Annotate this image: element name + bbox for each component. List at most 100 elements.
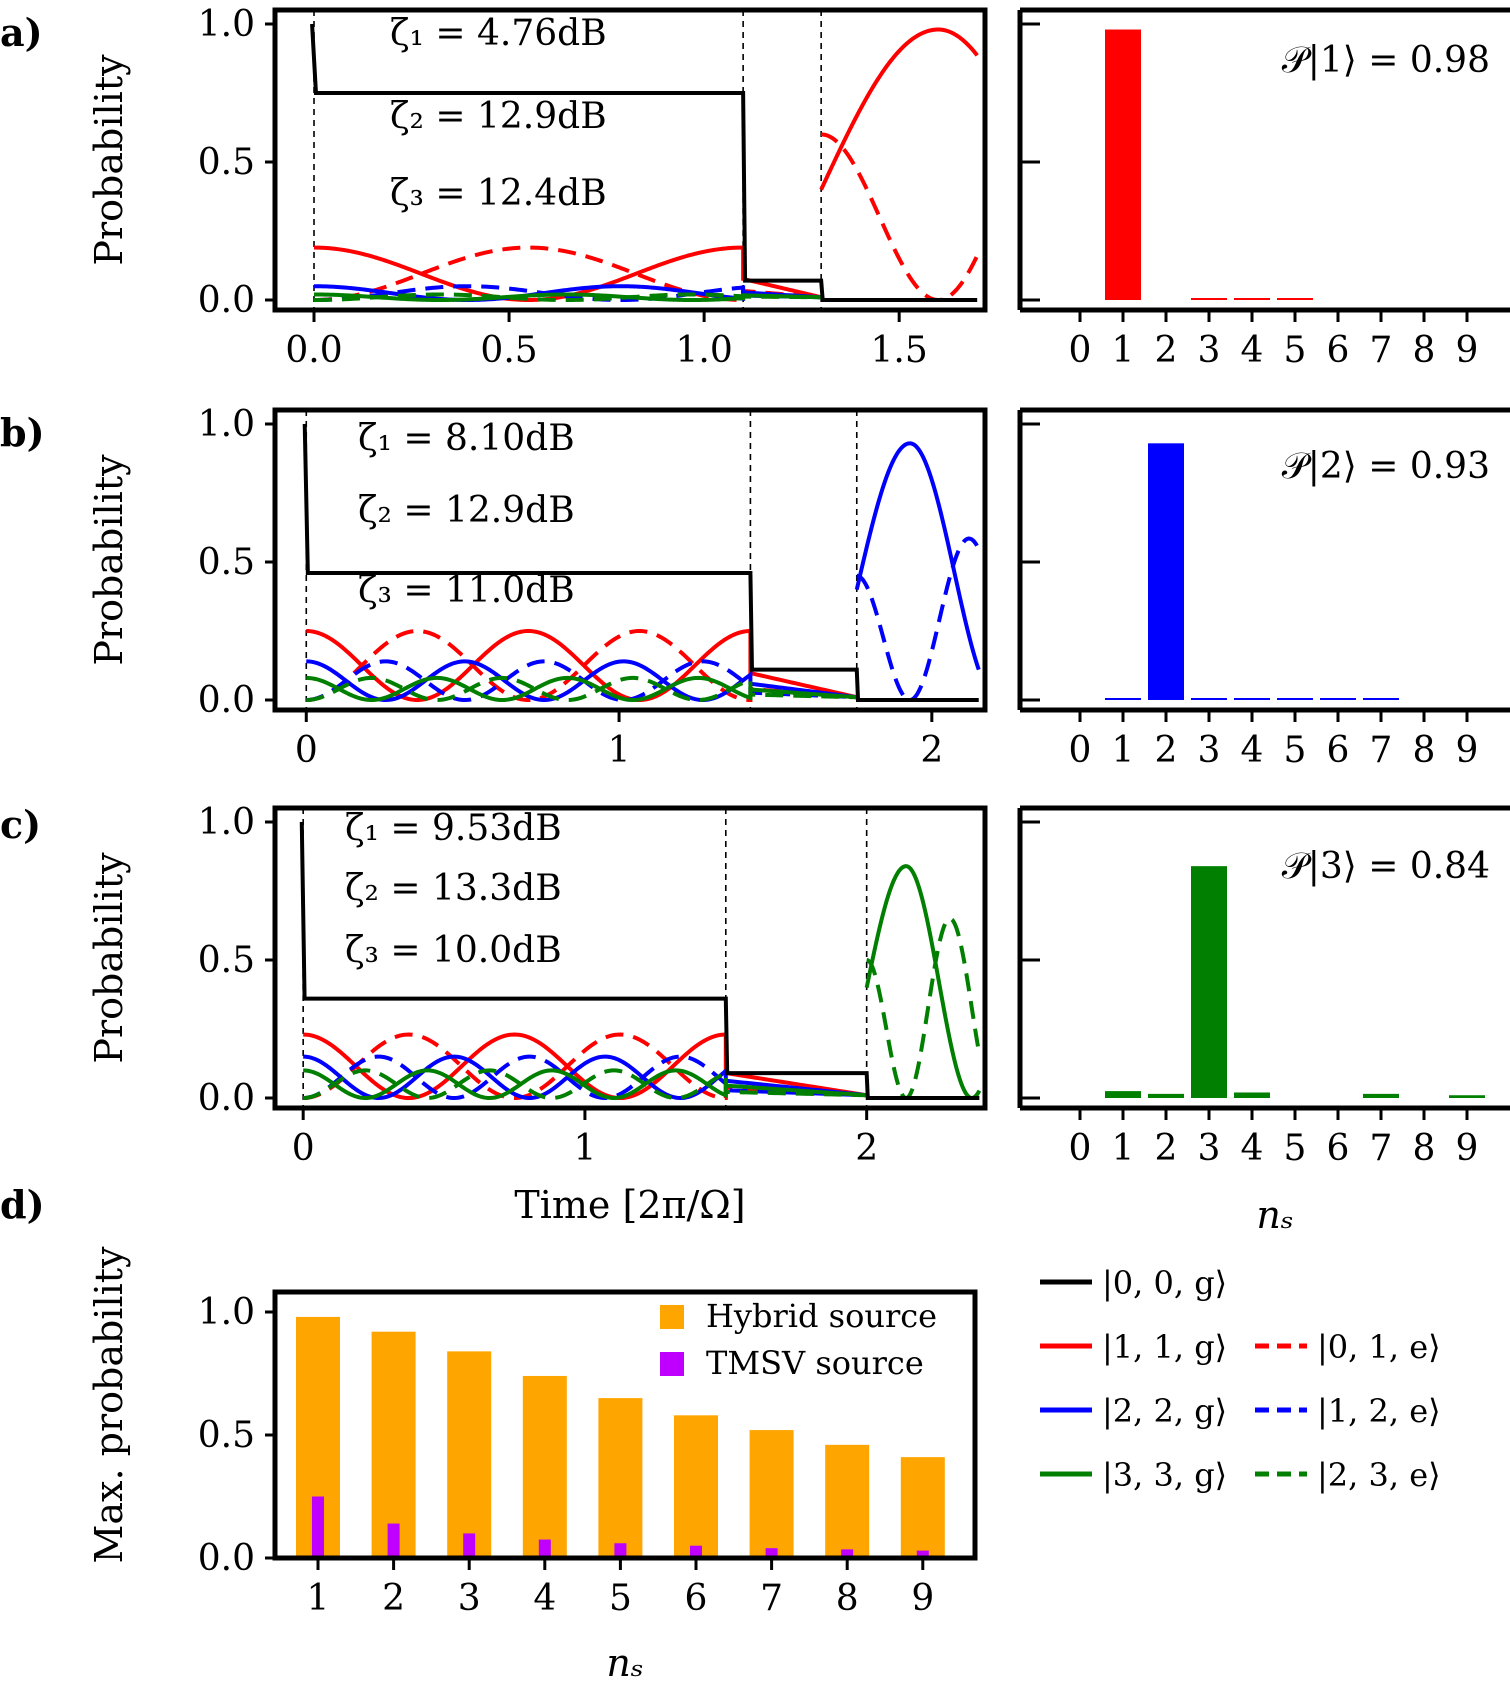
bar-3 bbox=[1191, 866, 1227, 1098]
final-peak-solid bbox=[819, 27, 979, 191]
legend-label: |2, 2, g⟩ bbox=[1102, 1392, 1227, 1430]
x-tick-label: 5 bbox=[1284, 1128, 1307, 1169]
series-|3,3,g⟩ bbox=[303, 1068, 867, 1101]
panel-label: a) bbox=[0, 10, 43, 55]
plot-area bbox=[299, 808, 982, 1108]
zeta-annotation: ζ₂ = 13.3dB bbox=[345, 868, 562, 909]
x-tick-label: 3 bbox=[1198, 730, 1221, 771]
x-tick-label: 4 bbox=[1241, 730, 1264, 771]
bar-4 bbox=[1234, 1092, 1270, 1098]
bar-tmsv-6 bbox=[690, 1545, 702, 1558]
x-tick-label: 7 bbox=[1370, 1128, 1393, 1169]
legend-label: |3, 3, g⟩ bbox=[1102, 1456, 1227, 1494]
plot-area bbox=[310, 10, 980, 310]
x-tick-label: 5 bbox=[1284, 730, 1307, 771]
zeta-annotation: ζ₃ = 12.4dB bbox=[390, 173, 607, 214]
x-tick-label: 1 bbox=[1112, 730, 1135, 771]
y-tick-label: 1.0 bbox=[198, 802, 255, 843]
plot-area bbox=[302, 410, 981, 710]
y-tick-label: 0.0 bbox=[198, 1078, 255, 1119]
y-axis-label: Probability bbox=[87, 454, 131, 666]
panel-label: c) bbox=[0, 802, 41, 847]
final-peak-dashed bbox=[821, 132, 980, 303]
plot-frame bbox=[272, 7, 988, 313]
plot-frame bbox=[272, 407, 988, 713]
panel-label: b) bbox=[0, 410, 45, 455]
bar-hybrid-5 bbox=[598, 1398, 643, 1558]
series-|1,1,g⟩ bbox=[306, 628, 858, 703]
y-axis-label: Probability bbox=[87, 852, 131, 1064]
x-tick-label: 2 bbox=[855, 1128, 878, 1169]
x-tick-label: 3 bbox=[1198, 330, 1221, 371]
x-tick-label: 4 bbox=[1241, 1128, 1264, 1169]
series-|1,2,e⟩ bbox=[306, 659, 857, 702]
x-tick-label: 3 bbox=[458, 1578, 481, 1619]
series-|0,0,g⟩ bbox=[302, 423, 979, 702]
final-peak-solid bbox=[854, 441, 981, 671]
x-tick-label: 8 bbox=[1413, 1128, 1436, 1169]
series-|2,3,e⟩ bbox=[306, 675, 857, 702]
purity-annotation: 𝒫|1⟩ = 0.98 bbox=[1282, 40, 1490, 81]
x-tick-label: 6 bbox=[685, 1578, 708, 1619]
legend-label: Hybrid source bbox=[706, 1297, 937, 1335]
x-tick-label: 0 bbox=[1069, 330, 1092, 371]
legend-label: |1, 1, g⟩ bbox=[1102, 1328, 1227, 1366]
zeta-annotation: ζ₃ = 10.0dB bbox=[345, 930, 562, 971]
final-peak-solid bbox=[864, 864, 982, 1101]
bar-2 bbox=[1148, 443, 1184, 700]
bar-3 bbox=[1191, 298, 1227, 300]
x-tick-label: 1 bbox=[573, 1128, 596, 1169]
x-tick-label: 0 bbox=[292, 1128, 315, 1169]
legend-label: TMSV source bbox=[706, 1344, 924, 1382]
x-tick-label: 0 bbox=[1069, 1128, 1092, 1169]
purity-annotation: 𝒫|3⟩ = 0.84 bbox=[1282, 846, 1490, 887]
y-tick-label: 0.0 bbox=[198, 680, 255, 721]
bar-4 bbox=[1234, 298, 1270, 300]
series-|3,3,g⟩ bbox=[306, 675, 857, 702]
legend-label: |0, 0, g⟩ bbox=[1102, 1264, 1227, 1302]
plot-frame bbox=[272, 805, 988, 1111]
x-axis-label: nₛ bbox=[1256, 1193, 1293, 1237]
purity-annotation: 𝒫|2⟩ = 0.93 bbox=[1282, 446, 1490, 487]
zeta-annotation: ζ₁ = 8.10dB bbox=[358, 418, 575, 459]
x-tick-label: 1.0 bbox=[675, 330, 732, 371]
final-peak-dashed bbox=[866, 916, 982, 1101]
bar-tmsv-7 bbox=[765, 1548, 778, 1558]
series-|0,1,e⟩ bbox=[306, 628, 857, 703]
x-tick-label: 8 bbox=[836, 1578, 859, 1619]
zeta-annotation: ζ₁ = 9.53dB bbox=[345, 808, 562, 849]
x-tick-label: 9 bbox=[1456, 330, 1479, 371]
legend-label: |0, 1, e⟩ bbox=[1317, 1328, 1441, 1366]
x-tick-label: 2 bbox=[1155, 330, 1178, 371]
bar-hybrid-8 bbox=[825, 1444, 870, 1558]
bar-hybrid-2 bbox=[371, 1331, 416, 1558]
x-tick-label: 1 bbox=[307, 1578, 330, 1619]
bar-5 bbox=[1277, 698, 1313, 700]
bar-1 bbox=[1105, 1091, 1141, 1098]
legend-label: |2, 3, e⟩ bbox=[1317, 1456, 1441, 1494]
x-tick-label: 2 bbox=[1155, 1128, 1178, 1169]
y-axis-label: Max. probability bbox=[87, 1246, 131, 1564]
bar-7 bbox=[1363, 698, 1399, 700]
bar-2 bbox=[1148, 1093, 1184, 1098]
series-|3,3,g⟩ bbox=[314, 292, 822, 302]
y-tick-label: 0.5 bbox=[198, 1415, 255, 1456]
x-tick-label: 0 bbox=[1069, 730, 1092, 771]
bar-hybrid-3 bbox=[447, 1351, 492, 1558]
bar-tmsv-8 bbox=[841, 1549, 854, 1558]
y-tick-label: 1.0 bbox=[198, 1292, 255, 1333]
panel-label: d) bbox=[0, 1182, 45, 1227]
bar-1 bbox=[1105, 29, 1141, 301]
x-tick-label: 4 bbox=[533, 1578, 556, 1619]
bar-hybrid-4 bbox=[522, 1375, 567, 1558]
x-tick-label: 5 bbox=[609, 1578, 632, 1619]
bar-6 bbox=[1320, 698, 1356, 700]
y-tick-label: 0.5 bbox=[198, 142, 255, 183]
y-tick-label: 0.0 bbox=[198, 280, 255, 321]
x-tick-label: 3 bbox=[1198, 1128, 1221, 1169]
bar-tmsv-5 bbox=[614, 1543, 627, 1558]
x-tick-label: 5 bbox=[1284, 330, 1307, 371]
x-tick-label: 1 bbox=[1112, 1128, 1135, 1169]
x-tick-label: 0.5 bbox=[480, 330, 537, 371]
